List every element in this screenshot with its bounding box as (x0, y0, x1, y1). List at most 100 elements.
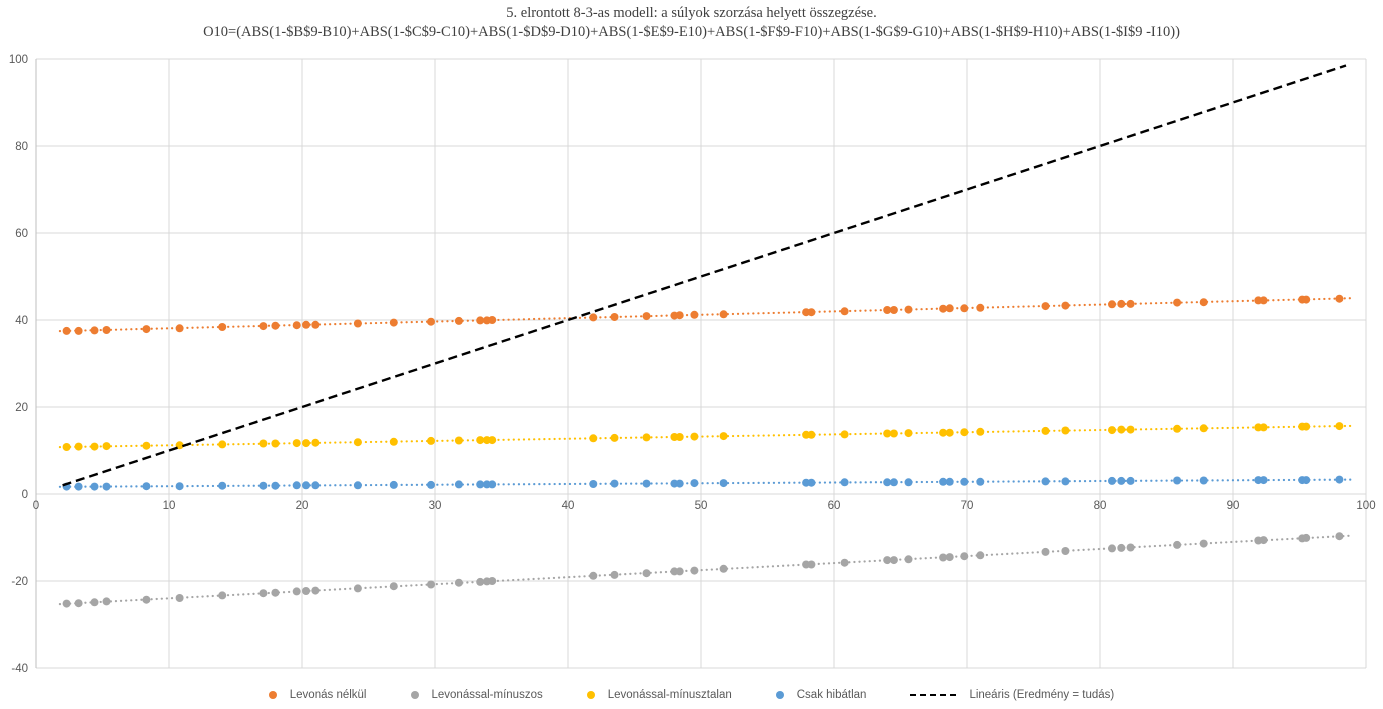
data-point (142, 441, 151, 450)
data-point (883, 478, 892, 487)
data-point (259, 589, 268, 598)
x-tick-label: 70 (961, 500, 974, 512)
chart-title: 5. elrontott 8-3-as modell: a súlyok szo… (506, 5, 877, 21)
data-point (610, 570, 619, 579)
data-point (675, 311, 684, 320)
data-point (1126, 543, 1135, 552)
data-point (1061, 477, 1070, 486)
data-point (389, 318, 398, 327)
legend-dot-icon (775, 691, 784, 699)
data-point (476, 316, 485, 325)
data-point (883, 429, 892, 438)
data-point (74, 442, 83, 451)
data-point (883, 556, 892, 565)
data-point (175, 482, 184, 491)
data-point (642, 479, 651, 488)
data-point (302, 320, 310, 329)
data-point (960, 304, 969, 313)
x-tick-label: 40 (562, 500, 575, 512)
data-point (1173, 476, 1182, 485)
data-point (1302, 295, 1311, 304)
data-point (642, 312, 651, 321)
data-point (939, 477, 948, 486)
data-point (960, 552, 969, 561)
data-point (454, 578, 463, 587)
data-point (311, 438, 320, 447)
data-point (218, 323, 227, 331)
data-point (488, 577, 497, 585)
data-point (302, 481, 310, 490)
data-point (218, 591, 227, 600)
data-point (74, 599, 83, 608)
data-point (1259, 296, 1268, 305)
data-point (142, 325, 151, 334)
data-point (488, 480, 497, 489)
data-point (610, 433, 619, 442)
data-point (840, 558, 849, 567)
y-tick-label: 0 (22, 489, 28, 501)
data-point (1259, 536, 1268, 545)
data-point (840, 307, 849, 316)
data-point (175, 324, 184, 333)
data-point (1117, 476, 1126, 485)
data-point (939, 553, 948, 562)
data-point (589, 313, 598, 322)
data-point (1126, 476, 1135, 485)
data-point (1302, 422, 1311, 431)
data-point (690, 479, 699, 488)
data-point (1259, 476, 1268, 485)
data-point (976, 303, 985, 312)
legend-dot-icon (410, 691, 419, 699)
y-tick-label: -40 (11, 663, 28, 675)
data-point (960, 477, 969, 486)
data-point (1335, 422, 1344, 431)
data-point (719, 310, 728, 319)
data-point (62, 326, 71, 335)
data-point (259, 439, 268, 448)
x-tick-label: 50 (695, 500, 708, 512)
x-tick-label: 0 (33, 500, 39, 512)
data-point (939, 428, 948, 437)
data-point (807, 560, 816, 569)
data-point (1108, 300, 1116, 309)
data-point (292, 439, 301, 448)
data-point (589, 571, 598, 580)
data-point (175, 441, 184, 450)
data-point (675, 479, 684, 488)
data-point (1117, 425, 1126, 434)
data-point (454, 436, 463, 445)
data-point (74, 482, 83, 491)
data-point (476, 436, 485, 445)
data-point (311, 481, 320, 490)
y-tick-label: 80 (15, 141, 28, 153)
data-point (90, 482, 99, 491)
data-point (427, 580, 435, 589)
data-point (1041, 426, 1050, 435)
data-point (353, 319, 362, 328)
data-point (427, 480, 435, 489)
data-point (1117, 543, 1126, 552)
data-point (807, 308, 816, 317)
data-point (690, 432, 699, 441)
data-point (610, 479, 619, 488)
y-tick-label: 100 (9, 54, 28, 66)
data-point (302, 439, 310, 448)
data-point (883, 306, 892, 314)
data-point (1126, 299, 1135, 308)
legend-item-3: Levonással-mínusztalan (586, 689, 732, 701)
data-point (1117, 299, 1126, 308)
data-point (454, 316, 463, 325)
data-point (1173, 540, 1182, 549)
data-point (175, 594, 184, 602)
data-point (1335, 294, 1344, 303)
data-point (74, 326, 83, 335)
legend-dot-icon (268, 691, 277, 699)
x-tick-label: 20 (296, 500, 309, 512)
data-point (1041, 477, 1050, 486)
data-point (389, 480, 398, 489)
data-point (353, 438, 362, 447)
data-point (675, 567, 684, 576)
data-point (271, 481, 280, 490)
